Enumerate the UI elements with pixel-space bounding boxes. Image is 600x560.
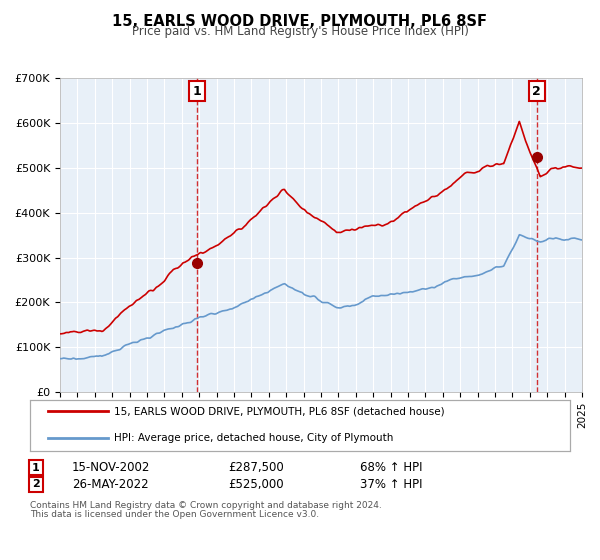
Text: 2: 2: [532, 85, 541, 97]
Text: 15, EARLS WOOD DRIVE, PLYMOUTH, PL6 8SF (detached house): 15, EARLS WOOD DRIVE, PLYMOUTH, PL6 8SF …: [114, 406, 445, 416]
Text: 37% ↑ HPI: 37% ↑ HPI: [360, 478, 422, 491]
Text: Contains HM Land Registry data © Crown copyright and database right 2024.: Contains HM Land Registry data © Crown c…: [30, 501, 382, 510]
Text: 26-MAY-2022: 26-MAY-2022: [72, 478, 149, 491]
Text: 15, EARLS WOOD DRIVE, PLYMOUTH, PL6 8SF: 15, EARLS WOOD DRIVE, PLYMOUTH, PL6 8SF: [113, 14, 487, 29]
Text: £525,000: £525,000: [228, 478, 284, 491]
Text: 15-NOV-2002: 15-NOV-2002: [72, 461, 151, 474]
Text: 1: 1: [32, 463, 40, 473]
Text: Price paid vs. HM Land Registry's House Price Index (HPI): Price paid vs. HM Land Registry's House …: [131, 25, 469, 38]
Text: 68% ↑ HPI: 68% ↑ HPI: [360, 461, 422, 474]
Text: 2: 2: [32, 479, 40, 489]
Text: HPI: Average price, detached house, City of Plymouth: HPI: Average price, detached house, City…: [114, 433, 394, 443]
Text: £287,500: £287,500: [228, 461, 284, 474]
Text: 1: 1: [193, 85, 202, 97]
Text: This data is licensed under the Open Government Licence v3.0.: This data is licensed under the Open Gov…: [30, 510, 319, 519]
